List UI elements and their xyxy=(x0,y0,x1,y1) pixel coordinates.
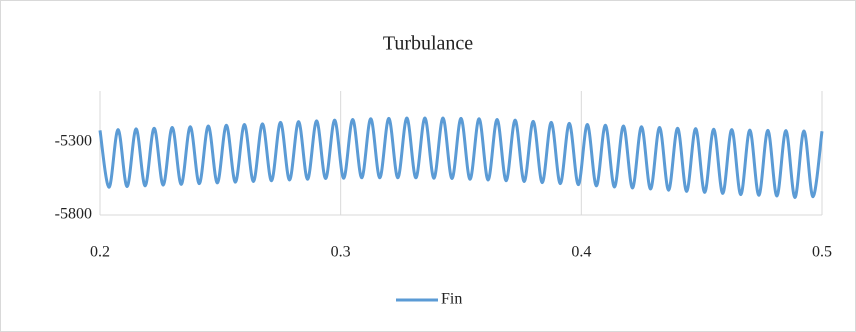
y-tick-label: -5800 xyxy=(55,206,92,223)
line-series xyxy=(98,116,824,199)
x-tick-label: 0.4 xyxy=(571,244,591,261)
chart-title: Turbulance xyxy=(383,33,473,55)
y-tick-label: -5300 xyxy=(55,133,92,150)
legend-label: Fin xyxy=(441,291,462,308)
x-tick-label: 0.3 xyxy=(331,244,351,261)
x-tick-label: 0.2 xyxy=(90,244,110,261)
x-tick-label: 0.5 xyxy=(812,244,832,261)
